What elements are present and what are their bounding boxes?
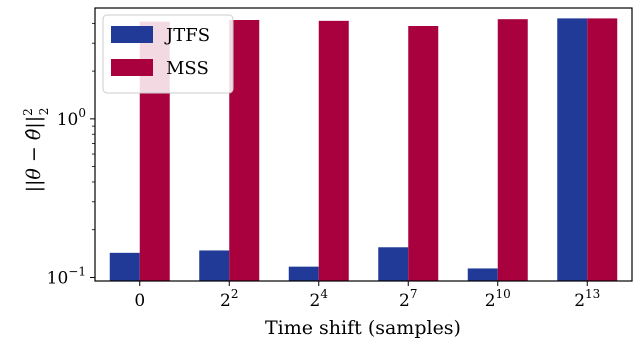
y-axis-title: ||θ − θ̂||2 2	[21, 108, 51, 193]
bar-mss-5	[587, 18, 618, 281]
plot-frame	[94, 7, 633, 282]
legend-swatch-jtfs	[111, 26, 153, 43]
bar-mss-3	[408, 26, 439, 281]
bar-mss-1	[229, 20, 260, 281]
bar-jtfs-0	[109, 252, 140, 281]
legend-swatch-mss	[111, 59, 153, 76]
legend-label-mss: MSS	[166, 58, 209, 79]
x-tick-label: 0	[134, 291, 145, 311]
bar-jtfs-2	[288, 266, 319, 281]
bar-jtfs-4	[467, 268, 498, 281]
y-tick-label: 100	[57, 106, 86, 130]
bar-jtfs-3	[378, 247, 409, 281]
legend-label-jtfs: JTFS	[164, 25, 210, 46]
y-axis-title-main: ||	[23, 180, 45, 193]
y-tick-label: 10−1	[47, 264, 86, 288]
x-tick-label: 27	[399, 287, 417, 311]
bar-mss-4	[497, 19, 528, 281]
ticks-layer: 0 22 24 27 210 213 100 10−1	[47, 22, 600, 311]
x-tick-label: 24	[310, 287, 329, 311]
x-tick-label: 210	[485, 287, 511, 311]
x-tick-label: 213	[574, 287, 600, 311]
x-axis-title: Time shift (samples)	[265, 317, 461, 339]
bar-jtfs-5	[557, 18, 588, 281]
bar-jtfs-1	[199, 250, 230, 281]
legend: JTFS MSS	[102, 14, 234, 94]
bar-mss-2	[318, 20, 349, 282]
x-tick-label: 22	[220, 287, 238, 311]
